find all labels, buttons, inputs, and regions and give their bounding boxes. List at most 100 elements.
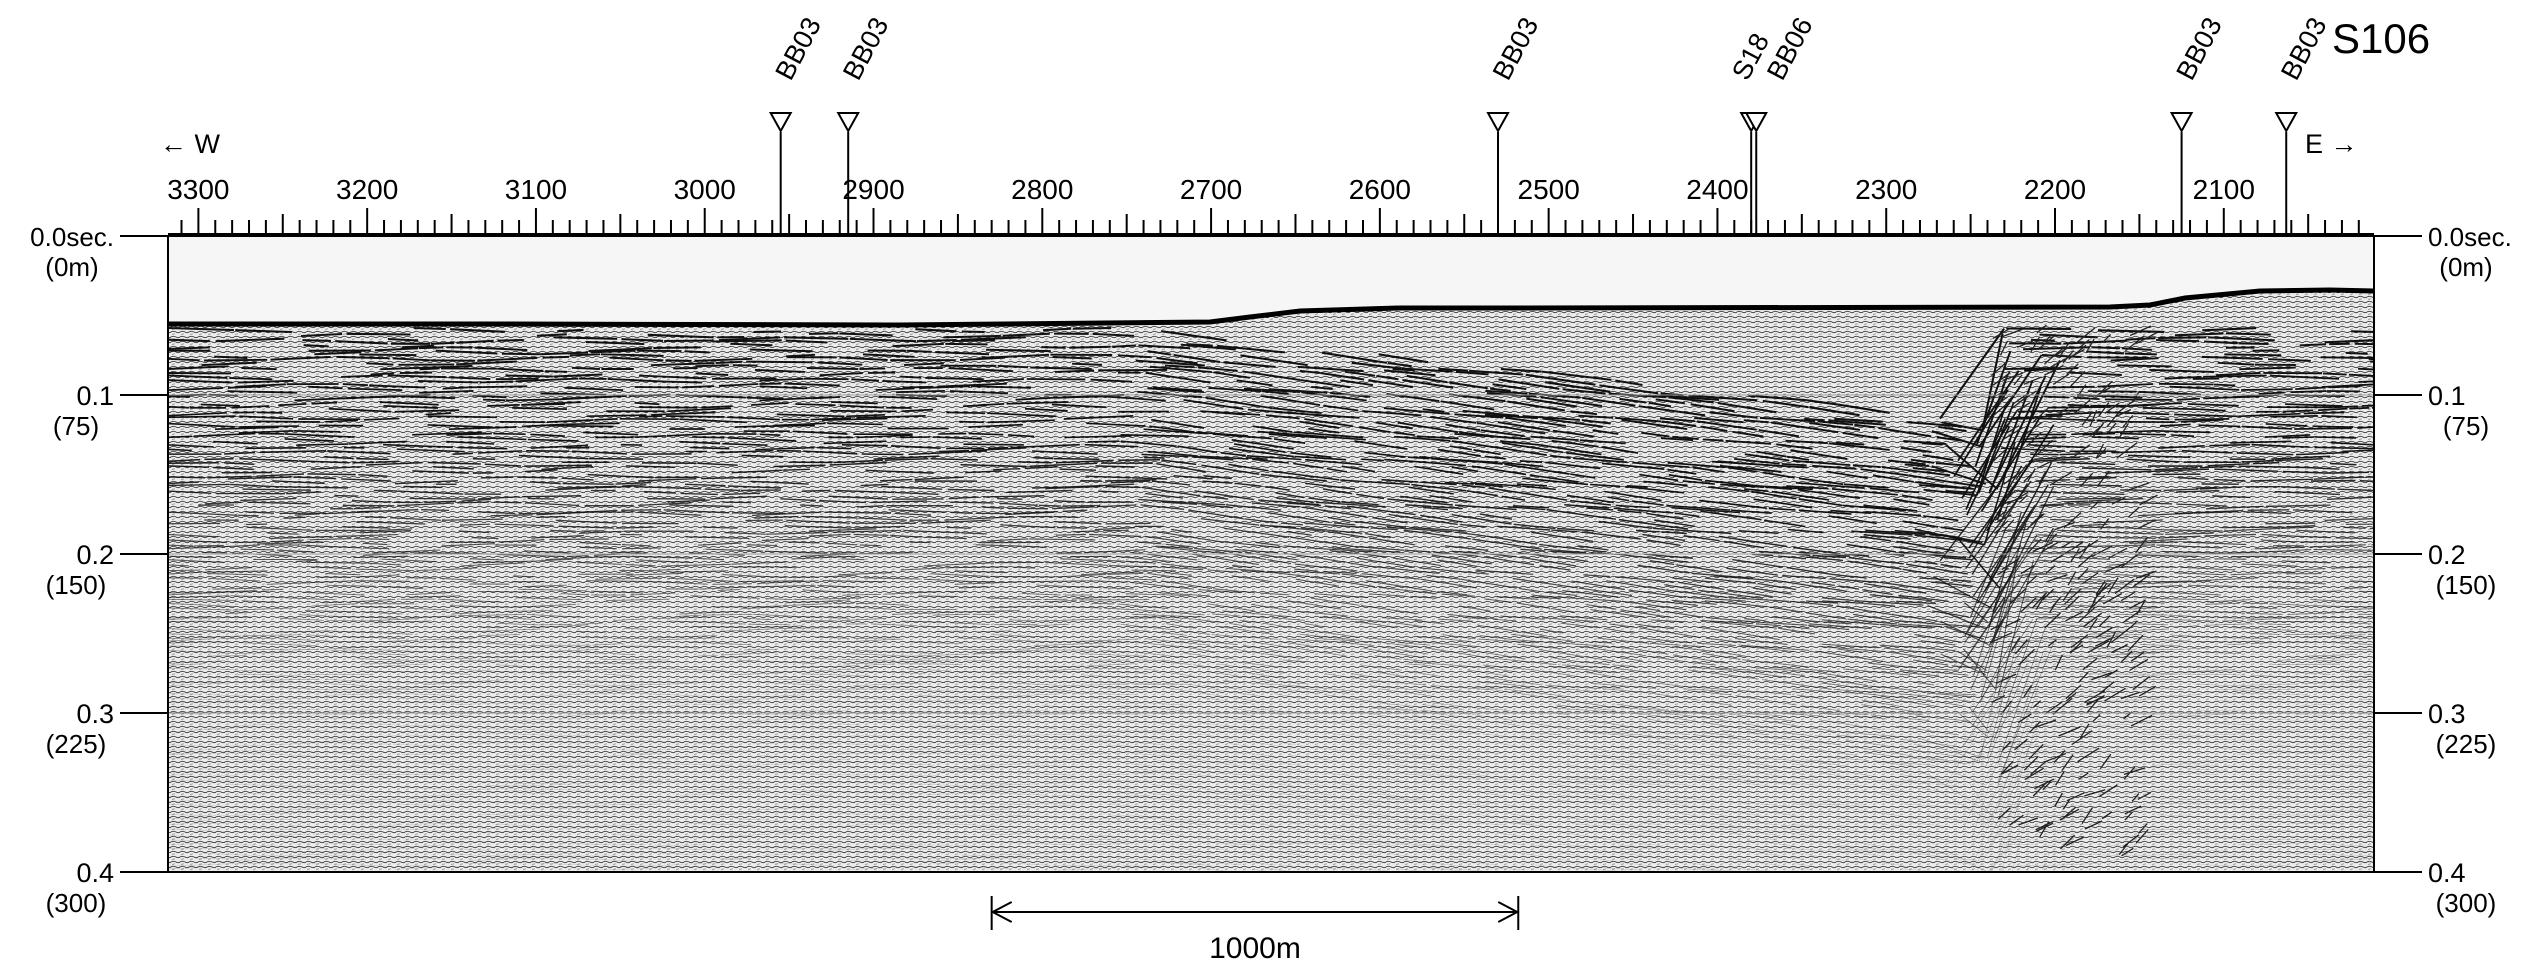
borehole-triangle-icon xyxy=(768,112,793,134)
reflector-trace xyxy=(198,504,2331,594)
left-time-label: 0.0sec. xyxy=(30,222,114,252)
reflector-trace xyxy=(168,698,2320,829)
borehole-marker: BB03 xyxy=(768,12,827,234)
reflector-trace xyxy=(168,840,2337,872)
reflector-trace xyxy=(168,473,2201,562)
reflector-trace xyxy=(168,414,2357,510)
borehole-triangle-icon xyxy=(2274,112,2298,134)
right-depth-label: (75) xyxy=(2443,411,2489,441)
reflector-trace xyxy=(204,515,2374,605)
reflector-trace xyxy=(168,758,2374,872)
reflector-trace xyxy=(168,364,2296,453)
reflector-trace xyxy=(168,443,2374,544)
borehole-triangle-icon xyxy=(2169,112,2194,134)
borehole-label: BB03 xyxy=(2170,12,2228,84)
reflector-trace xyxy=(259,685,2374,817)
reflector-trace xyxy=(168,728,2374,824)
reflector-trace xyxy=(168,616,2374,712)
reflector-trace xyxy=(240,497,2144,559)
shotpoint-ticks xyxy=(180,208,2360,234)
right-depth-axis: 0.0sec.(0m) 0.1(75) 0.2(150) 0.3(225) 0.4(30… xyxy=(2374,222,2512,918)
reflector-trace xyxy=(168,768,2276,861)
reflector-trace xyxy=(289,789,2230,872)
reflector-trace xyxy=(168,570,2296,664)
left-time-label: 0.1 xyxy=(76,381,114,411)
shotpoint-label: 2300 xyxy=(1855,174,1917,205)
reflector-trace xyxy=(201,785,2374,860)
reflector-trace xyxy=(168,828,2374,872)
borehole-label: BB03 xyxy=(769,12,827,84)
reflector-trace xyxy=(292,717,2358,842)
reflector-trace xyxy=(201,360,2374,438)
reflector-trace xyxy=(168,771,2360,865)
reflector-trace xyxy=(168,613,2374,743)
reflector-trace xyxy=(168,371,2374,468)
reflector-trace xyxy=(246,526,2374,604)
right-depth-label: (150) xyxy=(2436,570,2497,600)
reflector-trace xyxy=(240,548,2374,643)
reflector-trace xyxy=(323,454,2331,549)
reflector-trace xyxy=(168,811,2339,872)
reflector-trace xyxy=(168,627,2298,764)
reflector-trace xyxy=(212,584,2374,676)
reflector-trace xyxy=(168,792,2374,870)
reflector-trace xyxy=(168,374,2340,492)
reflector-trace xyxy=(168,630,2374,722)
reflector-trace xyxy=(168,814,2374,872)
reflector-trace xyxy=(168,577,2374,662)
reflector-trace xyxy=(221,468,2374,561)
reflector-trace xyxy=(168,432,2311,515)
reflector-trace xyxy=(168,602,2374,698)
reflector-trace xyxy=(168,663,2341,759)
reflector-trace xyxy=(168,706,2247,792)
shotpoint-label: 3000 xyxy=(674,174,736,205)
reflector-trace xyxy=(168,544,2374,637)
reflector-trace xyxy=(168,561,2298,672)
reflector-trace xyxy=(241,367,2374,462)
left-depth-axis: 0.0sec.(0m) 0.1(75) 0.2(150) 0.3(225) 0.4(30… xyxy=(30,222,168,918)
reflector-trace xyxy=(168,620,2374,739)
reflector-trace xyxy=(168,804,2367,872)
shotpoint-label: 2600 xyxy=(1349,174,1411,205)
reflector-trace xyxy=(328,407,2374,499)
reflector-trace xyxy=(168,836,2374,872)
west-label: ← W xyxy=(160,129,221,159)
reflector-trace xyxy=(202,851,2374,872)
reflector-trace xyxy=(237,670,2374,763)
borehole-label: BB03 xyxy=(1487,12,1545,84)
reflector-trace xyxy=(168,533,2373,628)
seismic-section xyxy=(168,236,2374,872)
reflector-trace xyxy=(168,713,2344,852)
shotpoint-label: 2500 xyxy=(1518,174,1580,205)
right-time-label: 0.0sec. xyxy=(2428,222,2512,252)
reflector-lines xyxy=(168,324,2374,872)
scale-bar-left-arrow xyxy=(990,901,1013,923)
reflector-trace xyxy=(205,673,2374,765)
reflector-trace xyxy=(479,623,2374,714)
left-depth-label: (0m) xyxy=(45,252,98,282)
reflector-trace xyxy=(168,634,2374,728)
reflector-trace xyxy=(168,866,2140,871)
reflector-trace xyxy=(168,355,2374,490)
shotpoint-label: 3200 xyxy=(336,174,398,205)
shotpoint-label: 2400 xyxy=(1686,174,1748,205)
reflector-trace xyxy=(168,346,2152,442)
reflector-trace xyxy=(168,555,2303,688)
reflector-trace xyxy=(227,476,2374,569)
reflector-trace xyxy=(168,746,2372,839)
borehole-triangle-icon xyxy=(1744,112,1768,134)
reflector-trace xyxy=(205,501,2227,597)
reflector-trace xyxy=(432,731,2374,828)
scale-bar-right-arrow xyxy=(1497,901,1520,923)
reflector-trace xyxy=(168,461,2357,581)
scale-bar: 1000m xyxy=(990,896,1520,965)
reflector-trace xyxy=(168,377,2374,494)
reflector-trace xyxy=(168,750,2374,843)
right-time-label: 0.2 xyxy=(2428,540,2466,570)
reflector-trace xyxy=(168,678,2374,785)
reflector-trace xyxy=(168,541,2304,633)
shotpoint-label: 2800 xyxy=(1011,174,1073,205)
left-time-label: 0.4 xyxy=(76,858,114,888)
reflector-trace xyxy=(168,483,2217,592)
